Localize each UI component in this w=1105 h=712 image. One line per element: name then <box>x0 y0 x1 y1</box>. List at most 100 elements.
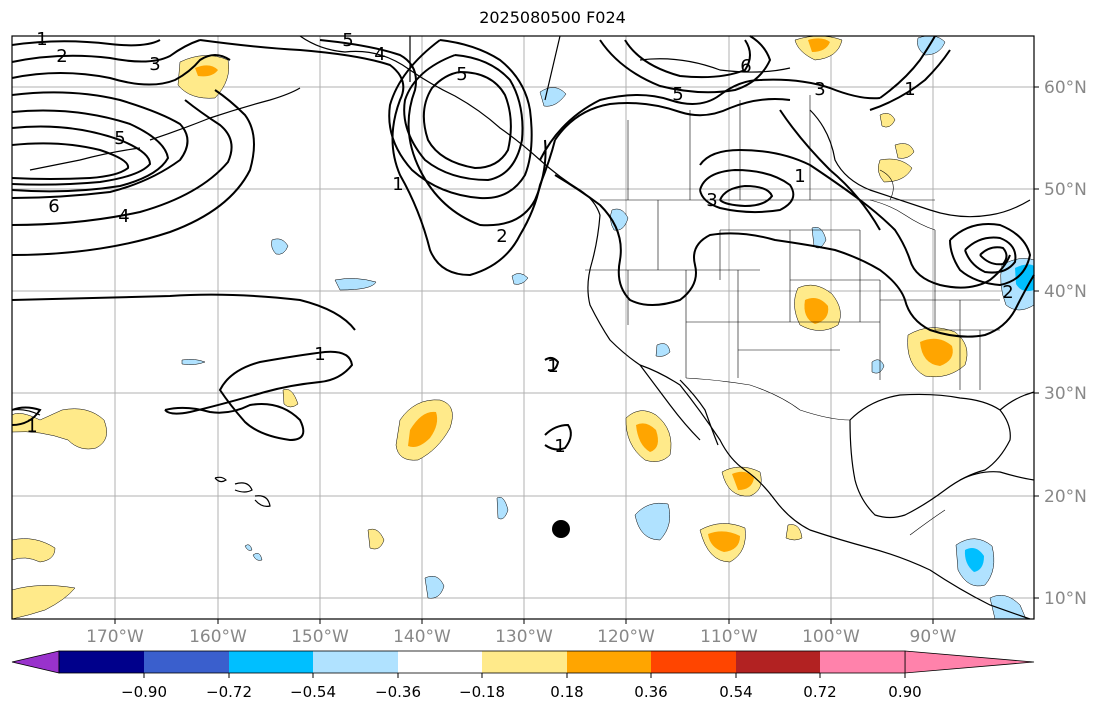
negative-anomaly-patch <box>634 502 670 541</box>
negative-anomaly-patch <box>655 343 671 357</box>
positive-anomaly-core <box>804 298 829 324</box>
negative-anomaly-patch <box>244 544 253 551</box>
contour-label: 2 <box>496 226 507 247</box>
contour-label: 1 <box>314 344 325 365</box>
contour-line <box>11 99 233 226</box>
positive-anomaly-patch <box>11 585 76 620</box>
positive-anomaly-core <box>195 65 218 77</box>
contour-line <box>699 168 795 214</box>
contour-labels: 1 2 3 5 4 5 6 4 5 2 1 5 6 3 1 1 3 2 1 1 … <box>26 29 1013 457</box>
contour-label: 1 <box>547 356 558 377</box>
contour-label: 5 <box>456 64 467 85</box>
contour-line <box>779 109 881 231</box>
negative-anomaly-patch <box>871 359 885 374</box>
contour-label: 1 <box>36 29 47 50</box>
contour-line <box>164 350 354 442</box>
contour-label: 2 <box>1002 282 1013 303</box>
contour-label: 6 <box>48 196 59 217</box>
negative-anomaly-patch <box>424 576 445 599</box>
contour-line <box>544 356 560 372</box>
latitude-labels: 60°N 50°N 40°N 30°N 20°N 10°N <box>1044 78 1087 609</box>
positive-anomaly-core <box>636 423 658 452</box>
positive-anomaly-core <box>732 471 754 490</box>
positive-anomaly-patch <box>894 143 915 159</box>
colorbar-segment <box>567 651 651 673</box>
lon-label: 110°W <box>700 627 758 647</box>
contour-line <box>544 423 572 451</box>
lon-label: 120°W <box>597 627 655 647</box>
colorbar-segment <box>313 651 398 673</box>
colorbar-tick-label: 0.54 <box>719 683 752 701</box>
longitude-labels: 170°W 160°W 150°W 140°W 130°W 120°W 110°… <box>86 627 957 647</box>
contour-line <box>11 406 42 426</box>
contour-line <box>11 293 356 331</box>
negative-anomaly-patch <box>334 278 377 291</box>
positive-anomaly-patch <box>282 389 299 408</box>
colorbar-tick-label: −0.90 <box>121 683 167 701</box>
colorbar-tick-label: −0.18 <box>459 683 505 701</box>
contour-line <box>554 98 791 141</box>
colorbar-segment <box>229 651 313 673</box>
colorbar-segment <box>482 651 567 673</box>
lon-label: 90°W <box>910 627 957 647</box>
colorbar-tick-label: 0.18 <box>550 683 583 701</box>
contour-line <box>554 174 1035 338</box>
contour-line <box>599 35 772 94</box>
colorbar-segment <box>736 651 820 673</box>
colorbar-segment <box>144 651 229 673</box>
contour-line <box>11 39 161 47</box>
contour-line <box>699 148 1011 289</box>
lat-label: 10°N <box>1044 589 1087 609</box>
contour-line <box>949 223 1032 287</box>
colorbar-extend-high <box>904 650 1035 674</box>
positive-anomaly-core <box>708 531 740 552</box>
contour-label: 1 <box>794 166 805 187</box>
height-contours <box>11 35 1035 451</box>
contour-line <box>964 236 1017 274</box>
contour-line <box>879 35 936 99</box>
lon-label: 130°W <box>495 627 553 647</box>
colorbar-tick-label: −0.54 <box>290 683 336 701</box>
colorbar-tick-label: −0.36 <box>375 683 421 701</box>
colorbar-segment <box>59 651 144 673</box>
colorbar-segment <box>398 651 482 673</box>
contour-line <box>979 246 1008 266</box>
political-borders <box>585 95 1000 536</box>
contour-line <box>11 125 152 186</box>
positive-anomaly-patch <box>177 55 229 99</box>
contour-line <box>11 39 201 63</box>
contour-line <box>199 39 556 277</box>
negative-anomaly-core <box>964 548 984 572</box>
lat-label: 30°N <box>1044 384 1087 404</box>
contour-label: 1 <box>554 436 565 457</box>
contour-line <box>403 54 524 182</box>
contour-label: 1 <box>26 416 37 437</box>
lon-label: 100°W <box>802 627 860 647</box>
colorbar-segment <box>651 651 736 673</box>
positive-anomaly-core <box>408 411 438 447</box>
colorbar: −0.90 −0.72 −0.54 −0.36 −0.18 0.18 0.36 … <box>11 650 1035 701</box>
lon-label: 170°W <box>86 627 144 647</box>
contour-label: 5 <box>114 128 125 149</box>
contour-label: 6 <box>740 56 751 77</box>
lon-label: 160°W <box>189 627 247 647</box>
negative-anomaly-patch <box>811 227 827 249</box>
lat-label: 20°N <box>1044 487 1087 507</box>
positive-anomaly-patch <box>11 538 56 563</box>
tick-marks <box>114 86 1039 624</box>
contour-label: 3 <box>706 190 717 211</box>
positive-anomaly-patch <box>11 408 107 450</box>
contour-label: 1 <box>904 79 915 100</box>
contour-line <box>319 39 547 227</box>
negative-anomaly-patch <box>511 273 529 285</box>
contour-label: 4 <box>374 44 385 65</box>
contour-label: 1 <box>392 174 403 195</box>
negative-anomaly-patch <box>252 553 263 561</box>
contour-label: 5 <box>342 30 353 51</box>
contour-line <box>11 91 189 199</box>
colorbar-tick-label: 0.36 <box>634 683 667 701</box>
contour-line <box>539 78 881 161</box>
map-title: 2025080500 F024 <box>479 8 626 27</box>
contour-label: 5 <box>672 84 683 105</box>
